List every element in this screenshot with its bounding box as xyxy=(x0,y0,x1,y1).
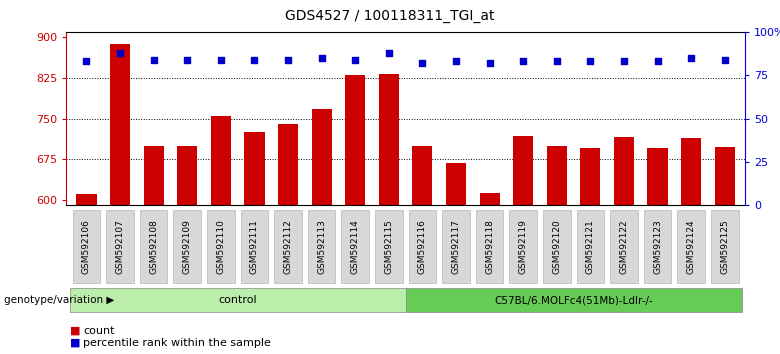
FancyBboxPatch shape xyxy=(241,210,268,284)
FancyBboxPatch shape xyxy=(677,210,705,284)
Text: GSM592125: GSM592125 xyxy=(720,219,729,274)
Text: ■: ■ xyxy=(70,326,80,336)
Point xyxy=(282,57,294,62)
Bar xyxy=(413,146,432,205)
Text: C57BL/6.MOLFc4(51Mb)-Ldlr-/-: C57BL/6.MOLFc4(51Mb)-Ldlr-/- xyxy=(495,295,653,305)
FancyBboxPatch shape xyxy=(342,210,369,284)
Point xyxy=(484,60,496,66)
FancyBboxPatch shape xyxy=(308,210,335,284)
FancyBboxPatch shape xyxy=(576,210,604,284)
Bar xyxy=(76,194,97,205)
FancyBboxPatch shape xyxy=(275,210,302,284)
Text: GSM592112: GSM592112 xyxy=(283,219,292,274)
FancyBboxPatch shape xyxy=(140,210,168,284)
Text: ■: ■ xyxy=(70,338,80,348)
Point xyxy=(517,58,530,64)
Text: GSM592110: GSM592110 xyxy=(216,219,225,274)
Point xyxy=(349,57,361,62)
Bar xyxy=(614,137,634,205)
Point xyxy=(382,50,395,56)
Text: GSM592119: GSM592119 xyxy=(519,219,528,274)
Text: GSM592108: GSM592108 xyxy=(149,219,158,274)
Point xyxy=(685,55,697,61)
Bar xyxy=(144,146,164,205)
Text: GDS4527 / 100118311_TGI_at: GDS4527 / 100118311_TGI_at xyxy=(285,9,495,23)
Bar xyxy=(681,138,701,205)
Bar xyxy=(311,109,332,205)
Point xyxy=(114,50,126,56)
Point xyxy=(417,60,429,66)
Bar xyxy=(110,44,130,205)
Text: GSM592113: GSM592113 xyxy=(317,219,326,274)
Bar xyxy=(177,146,197,205)
Text: GSM592124: GSM592124 xyxy=(686,219,696,274)
Text: GSM592115: GSM592115 xyxy=(385,219,393,274)
Point xyxy=(248,57,261,62)
FancyBboxPatch shape xyxy=(375,210,402,284)
Text: count: count xyxy=(83,326,115,336)
Text: GSM592111: GSM592111 xyxy=(250,219,259,274)
FancyBboxPatch shape xyxy=(69,288,406,312)
Point xyxy=(80,58,93,64)
Bar xyxy=(513,136,534,205)
FancyBboxPatch shape xyxy=(173,210,201,284)
FancyBboxPatch shape xyxy=(106,210,134,284)
FancyBboxPatch shape xyxy=(73,210,100,284)
Text: control: control xyxy=(218,295,257,305)
Point xyxy=(618,58,630,64)
FancyBboxPatch shape xyxy=(476,210,503,284)
Bar xyxy=(278,124,298,205)
FancyBboxPatch shape xyxy=(406,288,742,312)
Text: percentile rank within the sample: percentile rank within the sample xyxy=(83,338,271,348)
Text: GSM592114: GSM592114 xyxy=(351,219,360,274)
Bar xyxy=(211,116,231,205)
FancyBboxPatch shape xyxy=(543,210,570,284)
Bar xyxy=(714,147,735,205)
Point xyxy=(718,57,731,62)
Bar xyxy=(345,75,365,205)
Bar xyxy=(580,148,601,205)
FancyBboxPatch shape xyxy=(644,210,672,284)
Point xyxy=(651,58,664,64)
Bar xyxy=(480,193,500,205)
Bar xyxy=(547,146,567,205)
FancyBboxPatch shape xyxy=(207,210,235,284)
Text: GSM592116: GSM592116 xyxy=(418,219,427,274)
Point xyxy=(450,58,463,64)
Text: GSM592121: GSM592121 xyxy=(586,219,595,274)
Text: genotype/variation ▶: genotype/variation ▶ xyxy=(4,295,115,305)
Text: GSM592120: GSM592120 xyxy=(552,219,562,274)
Text: GSM592107: GSM592107 xyxy=(115,219,125,274)
Point xyxy=(584,58,597,64)
Text: GSM592122: GSM592122 xyxy=(619,219,629,274)
Point xyxy=(315,55,328,61)
Bar xyxy=(379,74,399,205)
Bar xyxy=(244,132,264,205)
Text: GSM592123: GSM592123 xyxy=(653,219,662,274)
FancyBboxPatch shape xyxy=(442,210,470,284)
FancyBboxPatch shape xyxy=(711,210,739,284)
Text: GSM592118: GSM592118 xyxy=(485,219,494,274)
Point xyxy=(147,57,160,62)
Text: GSM592109: GSM592109 xyxy=(183,219,192,274)
FancyBboxPatch shape xyxy=(509,210,537,284)
Point xyxy=(551,58,563,64)
Text: GSM592117: GSM592117 xyxy=(452,219,460,274)
Point xyxy=(215,57,227,62)
Point xyxy=(181,57,193,62)
FancyBboxPatch shape xyxy=(409,210,436,284)
Text: GSM592106: GSM592106 xyxy=(82,219,91,274)
Bar xyxy=(446,163,466,205)
Bar xyxy=(647,148,668,205)
FancyBboxPatch shape xyxy=(610,210,638,284)
